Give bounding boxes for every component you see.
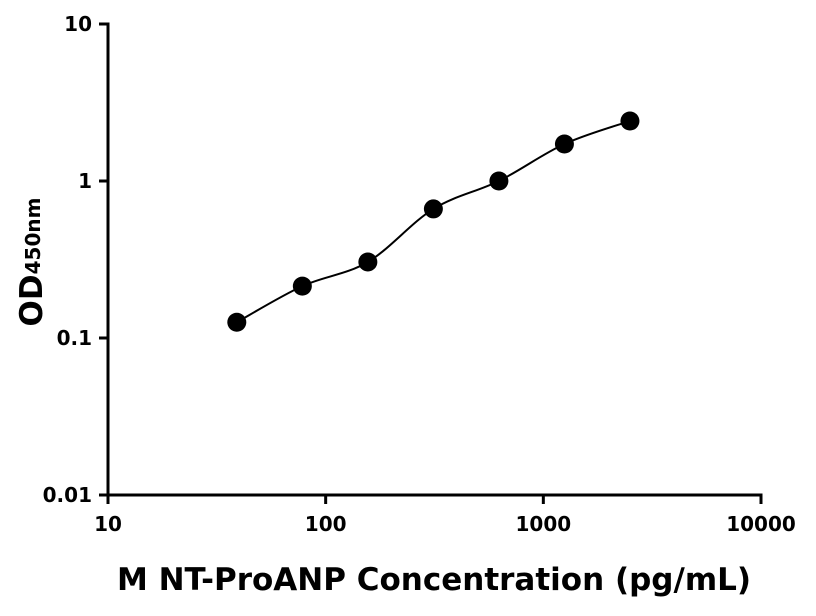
x-tick-label: 10000 <box>726 512 796 536</box>
y-axis-label-main: OD <box>14 274 50 326</box>
data-point <box>292 276 312 296</box>
x-tick-label: 1000 <box>515 512 571 536</box>
y-tick-label: 10 <box>64 12 92 36</box>
y-axis-label-subscript: 450nm <box>21 198 45 275</box>
y-tick-label: 0.01 <box>43 483 92 507</box>
data-point <box>358 252 378 272</box>
data-point <box>227 312 247 332</box>
y-tick-label: 1 <box>78 169 92 193</box>
data-point <box>489 171 509 191</box>
x-tick-label: 100 <box>305 512 347 536</box>
y-tick-label: 0.1 <box>57 326 92 350</box>
data-point <box>554 134 574 154</box>
data-point <box>620 111 640 131</box>
x-axis-label: M NT-ProANP Concentration (pg/mL) <box>117 562 751 598</box>
data-point <box>423 199 443 219</box>
x-tick-label: 10 <box>94 512 122 536</box>
y-axis-label: OD450nm <box>14 198 50 327</box>
